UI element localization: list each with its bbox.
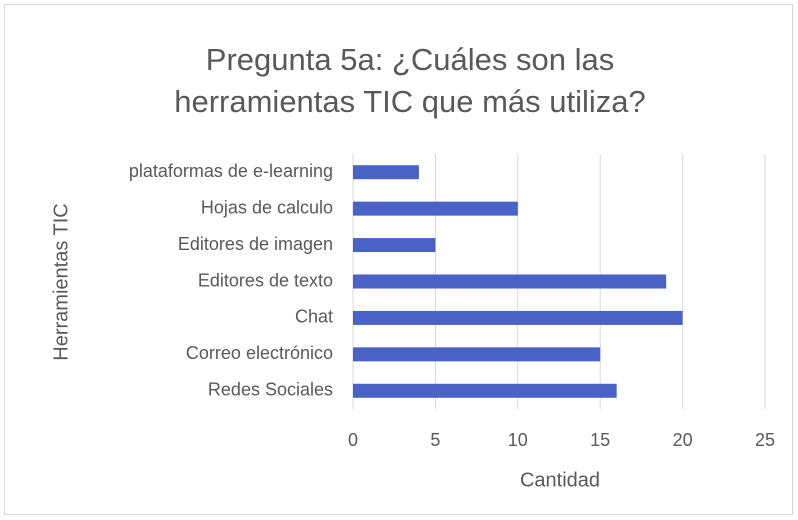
- chart-title: Pregunta 5a: ¿Cuáles son las: [206, 42, 614, 77]
- x-tick-label: 25: [755, 430, 775, 450]
- chart-border: [4, 4, 793, 515]
- x-tick-label: 10: [508, 430, 528, 450]
- y-tick-label: Editores de imagen: [178, 234, 333, 254]
- bar: [353, 201, 518, 216]
- y-tick-label: Chat: [295, 307, 333, 327]
- y-axis-label: Herramientas TIC: [50, 203, 72, 360]
- x-axis-label: Cantidad: [520, 469, 600, 491]
- x-tick-label: 20: [673, 430, 693, 450]
- x-tick-label: 15: [590, 430, 610, 450]
- chart-title: herramientas TIC que más utiliza?: [174, 84, 646, 119]
- bar: [353, 310, 683, 325]
- x-tick-label: 5: [430, 430, 440, 450]
- bar: [353, 165, 419, 180]
- y-tick-label: Redes Sociales: [208, 380, 333, 400]
- y-tick-label: plataformas de e-learning: [129, 161, 333, 181]
- bar: [353, 383, 617, 398]
- y-tick-label: Hojas de calculo: [201, 197, 333, 217]
- bar: [353, 238, 436, 253]
- x-tick-label: 0: [348, 430, 358, 450]
- y-tick-label: Correo electrónico: [186, 343, 333, 363]
- y-tick-label: Editores de texto: [198, 270, 333, 290]
- bar: [353, 274, 667, 289]
- bar: [353, 347, 601, 362]
